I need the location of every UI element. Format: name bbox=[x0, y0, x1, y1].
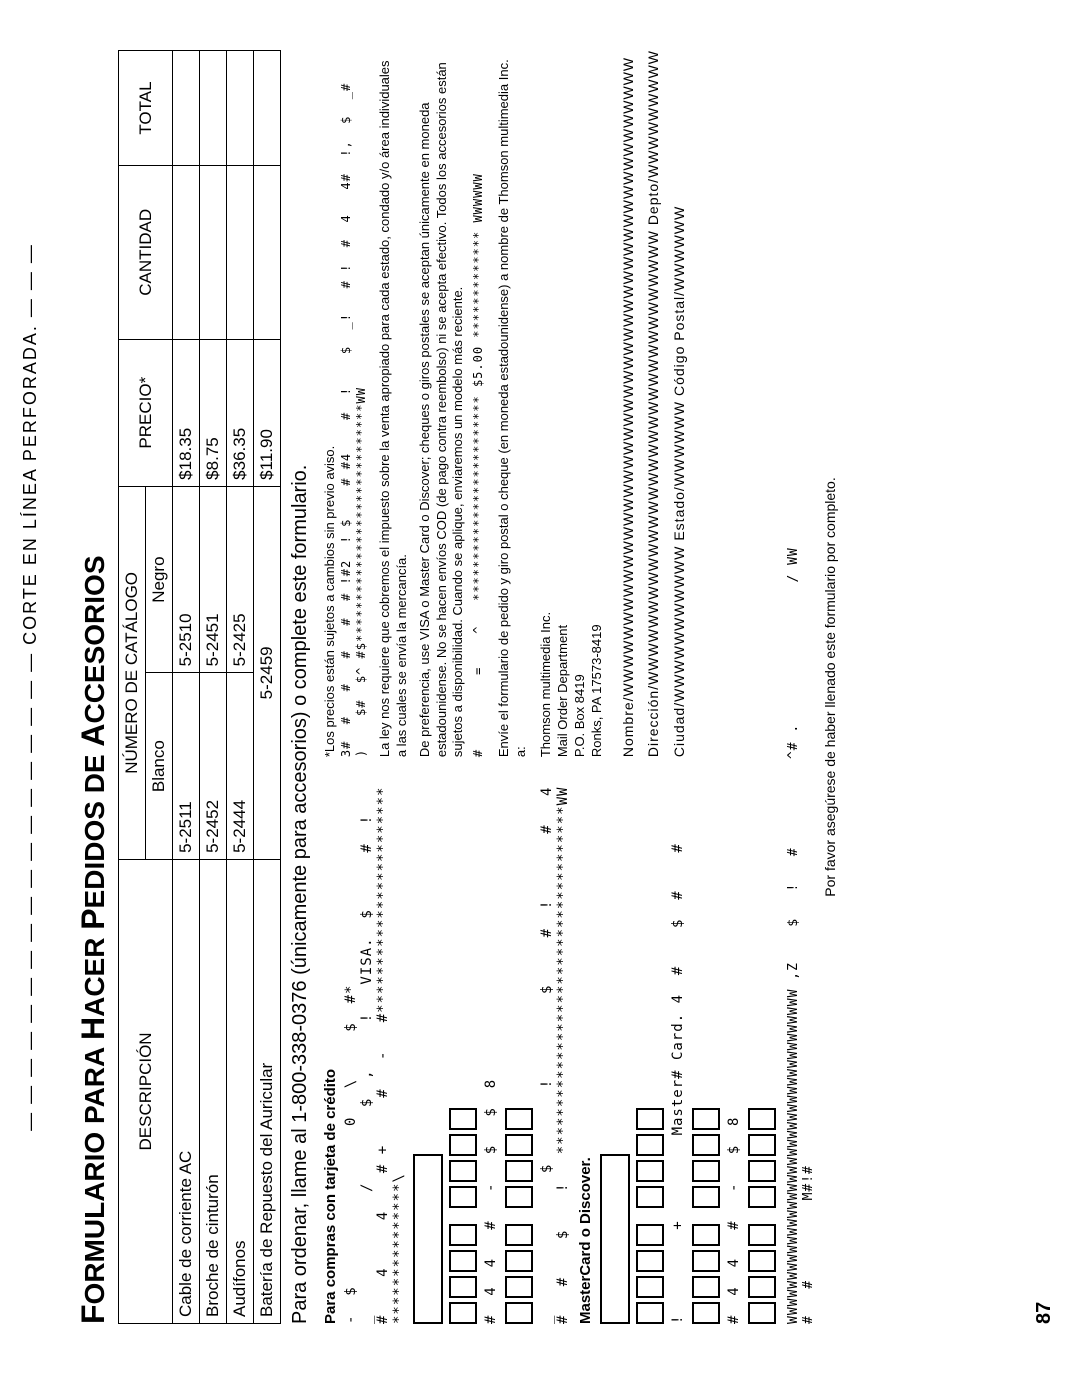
payment-note: De preferencia, use VISA o Master Card o… bbox=[417, 50, 468, 757]
cut-line: — — — — — — — — — — — — — — — — — — CORT… bbox=[20, 0, 41, 1374]
address-field[interactable]: Dirección/WWWWWWWWWWWWWWWWWWWWWWWWWWWWWW… bbox=[645, 50, 663, 757]
law-note: La ley nos requiere que cobremos el impu… bbox=[377, 50, 411, 757]
glyph-line: # 4 4 # - $ $ 8 bbox=[483, 777, 499, 1324]
glyph-line: WWWWWWWWWWWWWWWWWWWWWWWWWWWWWWWWWWWWWW ,… bbox=[786, 50, 801, 1324]
card-number-boxes[interactable] bbox=[636, 777, 664, 1324]
glyph-line: _ / $ , ! VISA. $ # ! # 4 4 # + # - #***… bbox=[359, 777, 407, 1324]
credit-signature-box[interactable] bbox=[600, 1154, 630, 1324]
address-line: P.O. Box 8419 bbox=[572, 50, 589, 757]
glyph-line: - $ 0 \ $ #* bbox=[343, 777, 359, 1324]
glyph-line: ! + Master# Card. 4 # $ # # bbox=[670, 777, 686, 1324]
mc-row bbox=[600, 777, 630, 1324]
table-row: Batería de Repuesto del Auricular 5-2459… bbox=[254, 51, 281, 1324]
mastercard-heading: MasterCard o Discover. bbox=[577, 777, 594, 1324]
left-column: Para compras con tarjeta de crédito - $ … bbox=[322, 777, 782, 1324]
send-note: Envíe el formulario de pedido y giro pos… bbox=[496, 50, 530, 757]
right-column: *Los precios están sujetos a cambios sin… bbox=[322, 50, 782, 757]
credit-card-heading: Para compras con tarjeta de crédito bbox=[322, 777, 339, 1324]
order-table: DESCRIPCIÓN NÚMERO DE CATÁLOGO PRECIO* C… bbox=[118, 50, 281, 1324]
table-header: DESCRIPCIÓN NÚMERO DE CATÁLOGO PRECIO* C… bbox=[119, 51, 146, 1324]
table-row: Broche de cinturón 5-2452 5-2451 $8.75 bbox=[200, 51, 227, 1324]
table-row: Cable de corriente AC 5-2511 5-2510 $18.… bbox=[173, 51, 200, 1324]
glyph-line: # = ^ ************************* $5.00 **… bbox=[471, 50, 486, 757]
completion-note: Por favor asegúrese de haber llenado est… bbox=[822, 50, 838, 1324]
card-number-boxes[interactable] bbox=[748, 777, 776, 1324]
card-number-boxes[interactable] bbox=[692, 777, 720, 1324]
address-line: Mail Order Department bbox=[555, 50, 572, 757]
glyph-line: 3# # # # # # !#2 ! $ # #4 # ! $ _! # ! #… bbox=[339, 50, 369, 757]
credit-signature-box[interactable] bbox=[413, 1154, 443, 1324]
address-line: Thomson multimedia Inc. bbox=[538, 50, 555, 757]
glyph-line: # 4 4 # - $ 8 bbox=[726, 777, 742, 1324]
card-number-boxes[interactable] bbox=[505, 777, 533, 1324]
name-field[interactable]: Nombre/WWWWWWWWWWWWWWWWWWWWWWWWWWWWWWWWW… bbox=[620, 50, 638, 757]
page-number: 87 bbox=[1033, 1302, 1056, 1324]
form-title: FORMULARIO PARA HACER PEDIDOS DE ACCESOR… bbox=[75, 50, 112, 1324]
glyph-line: _ $ ! $ # ! # 4# # $ ! *****************… bbox=[539, 777, 571, 1324]
visa-row bbox=[413, 777, 443, 1324]
glyph-line: # # M#!# bbox=[801, 50, 816, 1324]
order-form-page: — — — — — — — — — — — — — — — — — — CORT… bbox=[0, 0, 1080, 1374]
address-line: Ronks, PA 17573-8419 bbox=[589, 50, 606, 757]
price-note: *Los precios están sujetos a cambios sin… bbox=[322, 50, 339, 757]
card-number-boxes[interactable] bbox=[449, 777, 477, 1324]
phone-instruction: Para ordenar, llame al 1-800-338-0376 (ú… bbox=[289, 50, 312, 1324]
table-row: Audífonos 5-2444 5-2425 $36.35 bbox=[227, 51, 254, 1324]
city-state-zip-field[interactable]: Ciudad/WWWWWWWWWWW Estado/WWWWWW Código … bbox=[671, 50, 689, 757]
